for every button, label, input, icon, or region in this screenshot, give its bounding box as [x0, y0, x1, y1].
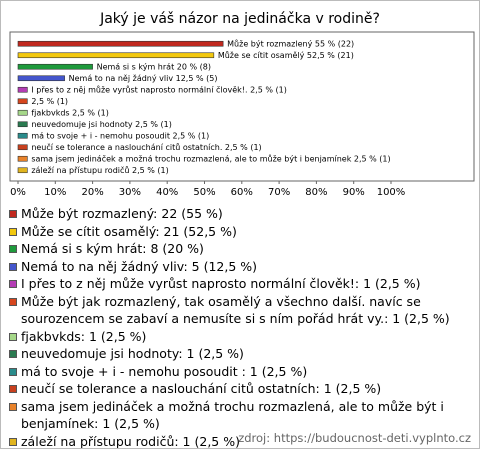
legend-label: I přes to z něj může vyrůst naprosto nor… — [21, 276, 421, 291]
legend-item: Nemá to na něj žádný vliv: 5 (12,5 %) — [9, 258, 471, 276]
bar-label: fjakbvkds 2,5 % (1) — [31, 108, 109, 117]
legend-swatch — [9, 437, 17, 446]
bar-label: neuvedomuje jsi hodnoty 2,5 % (1) — [31, 120, 172, 129]
legend-label: Nemá si s kým hrát: 8 (20 %) — [21, 241, 204, 256]
legend-swatch — [9, 280, 17, 288]
bar — [17, 75, 65, 82]
legend-item: fjakbvkds: 1 (2,5 %) — [9, 328, 471, 346]
legend-swatch — [9, 367, 17, 376]
legend: Může být rozmazlený: 22 (55 %) Může se cí… — [9, 205, 471, 449]
legend-item: Může být jak rozmazlený, tak osamělý a v… — [9, 293, 471, 328]
legend-item: Může se cítit osamělý: 21 (52,5 %) — [9, 223, 471, 241]
legend-swatch — [9, 227, 17, 236]
legend-label: neučí se tolerance a naslouchání citů os… — [21, 381, 382, 396]
bar-label: I přes to z něj může vyrůst naprosto nor… — [31, 84, 287, 94]
x-tick-label: 10% — [44, 187, 66, 198]
chart-title: Jaký je váš názor na jedináčka v rodině? — [99, 11, 380, 27]
bar — [17, 132, 28, 139]
legend-label: neuvedomuje jsi hodnoty: 1 (2,5 %) — [21, 346, 244, 361]
legend-label: Může být rozmazlený: 22 (55 %) — [21, 206, 223, 221]
legend-label: sama jsem jedináček a možná trochu rozma… — [21, 398, 444, 432]
bar-label: má to svoje + i - nemohu posoudit 2,5 % … — [31, 131, 209, 140]
legend-swatch — [9, 385, 17, 393]
legend-label: záleží na přístupu rodičů: 1 (2,5 %) — [21, 433, 240, 449]
legend-label: fjakbvkds: 1 (2,5 %) — [21, 328, 147, 344]
legend-swatch — [9, 332, 17, 341]
legend-item: Může být rozmazlený: 22 (55 %) — [9, 205, 471, 223]
x-tick-label: 30% — [119, 187, 141, 198]
x-tick-label: 100% — [377, 187, 406, 198]
bar-label: sama jsem jedináček a možná trochu rozma… — [31, 153, 390, 163]
bar-label: záleží na přístupu rodičů 2,5 % (1) — [31, 165, 168, 175]
legend-label: Nemá to na něj žádný vliv: 5 (12,5 %) — [21, 258, 258, 274]
legend-swatch — [9, 262, 17, 271]
bar — [17, 40, 224, 47]
legend-item: neuvedomuje jsi hodnoty: 1 (2,5 %) — [9, 345, 471, 363]
legend-item: I přes to z něj může vyrůst naprosto nor… — [9, 275, 471, 293]
x-tick-label: 70% — [268, 187, 290, 198]
bar — [17, 109, 28, 116]
bar — [17, 98, 28, 105]
bar — [17, 155, 28, 162]
legend-label: Může být jak rozmazlený, tak osamělý a v… — [21, 293, 450, 327]
legend-item: Nemá si s kým hrát: 8 (20 %) — [9, 240, 471, 258]
bar — [17, 86, 28, 93]
bar — [17, 63, 93, 70]
bar-label: Může být rozmazlený 55 % (22) — [227, 38, 354, 48]
bar — [17, 121, 28, 128]
source: zdroj: https://budoucnost-deti.vyplnto.c… — [238, 431, 471, 445]
legend-swatch — [9, 297, 17, 306]
bar-label: Nemá to na něj žádný vliv 12,5 % (5) — [69, 74, 218, 83]
x-tick-label: 80% — [305, 187, 327, 198]
bar-label: Nemá si s kým hrát 20 % (8) — [97, 62, 211, 71]
bar-label: neučí se tolerance a naslouchání citů os… — [31, 142, 261, 152]
x-tick-label: 20% — [81, 187, 103, 198]
legend-item: záleží na přístupu rodičů: 1 (2,5 %) — [9, 433, 471, 449]
legend-swatch — [9, 402, 17, 411]
x-tick-label: 60% — [231, 187, 253, 198]
legend-item: neučí se tolerance a naslouchání citů os… — [9, 380, 471, 398]
x-tick-label: 50% — [193, 187, 215, 198]
x-tick-label: 90% — [343, 187, 365, 198]
chart: Jaký je váš názor na jedináčka v rodině?… — [9, 11, 475, 198]
legend-item: má to svoje + i - nemohu posoudit : 1 (2… — [9, 363, 471, 381]
bar-label: 2,5 % (1) — [31, 97, 68, 106]
legend-swatch — [9, 210, 17, 218]
bar — [17, 144, 28, 151]
x-tick-label: 0% — [10, 187, 26, 198]
bar — [17, 52, 215, 59]
legend-item: sama jsem jedináček a možná trochu rozma… — [9, 398, 471, 433]
legend-label: Může se cítit osamělý: 21 (52,5 %) — [21, 223, 237, 239]
bar-label: Může se cítit osamělý 52,5 % (21) — [218, 50, 354, 60]
legend-swatch — [9, 350, 17, 358]
legend-label: má to svoje + i - nemohu posoudit : 1 (2… — [21, 363, 308, 379]
x-tick-label: 40% — [156, 187, 178, 198]
bar — [17, 167, 28, 174]
legend-swatch — [9, 245, 17, 253]
